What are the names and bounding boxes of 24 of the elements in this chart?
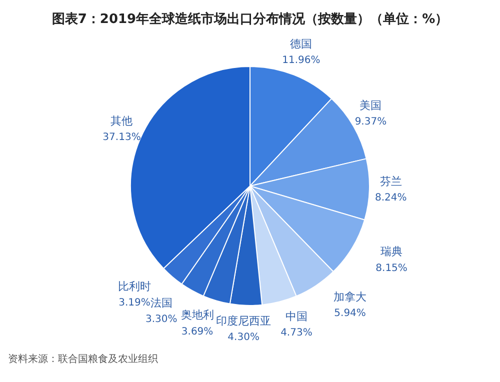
data-label: 5.94%: [334, 308, 366, 320]
slice-label: 中国: [285, 310, 308, 323]
data-label: 3.30%: [146, 314, 178, 326]
chart-title: 图表7：2019年全球造纸市场出口分布情况（按数量）（单位：%）: [50, 10, 450, 29]
slice-label: 奥地利: [180, 308, 214, 322]
data-label: 4.73%: [280, 328, 312, 339]
slice-label: 加拿大: [334, 290, 367, 304]
data-label: 37.13%: [102, 132, 141, 144]
slice-label: 法国: [150, 296, 172, 310]
data-label: 8.15%: [376, 262, 408, 274]
data-label: 8.24%: [374, 192, 407, 204]
slice-label: 其他: [110, 114, 133, 128]
slice-label: 美国: [360, 98, 382, 112]
slice-label: 印度尼西亚: [216, 314, 272, 328]
data-label: 9.37%: [354, 116, 387, 128]
slice-label: 芬兰: [380, 174, 402, 188]
data-label: 3.19%: [118, 298, 150, 309]
text: 资料来源：联合国粮食及农业组织: [8, 352, 159, 366]
slice-label: 瑞典: [380, 245, 403, 258]
slice-label: 比利时: [118, 280, 152, 293]
data-label: 3.69%: [181, 326, 214, 338]
data-label: 4.30%: [228, 332, 260, 344]
slice-label: 德国: [290, 37, 312, 50]
data-label: 11.96%: [282, 55, 320, 66]
